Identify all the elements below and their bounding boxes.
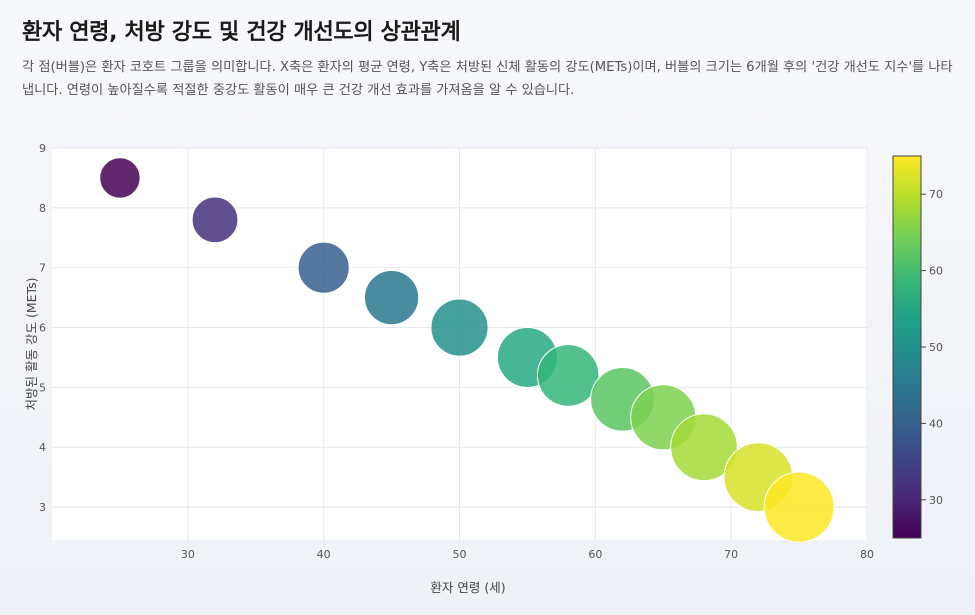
x-tick-label: 60 — [588, 548, 602, 561]
y-tick-label: 7 — [39, 262, 46, 275]
bubble-point — [191, 196, 239, 244]
y-tick-label: 4 — [39, 441, 46, 454]
colorbar-tick-label: 40 — [929, 417, 943, 430]
x-tick-label: 30 — [181, 548, 195, 561]
colorbar-tick-label: 50 — [929, 341, 943, 354]
bubble-point — [430, 298, 489, 357]
x-tick-label: 50 — [453, 548, 467, 561]
x-axis-title: 환자 연령 (세) — [430, 580, 505, 595]
y-tick-label: 6 — [39, 322, 46, 335]
y-tick-label: 5 — [39, 381, 46, 394]
y-tick-label: 8 — [39, 202, 46, 215]
bubble-point — [297, 241, 350, 294]
x-tick-label: 70 — [724, 548, 738, 561]
x-tick-label: 40 — [317, 548, 331, 561]
y-axis-ticks: 3 4 5 6 7 8 9 — [39, 142, 46, 514]
chart-title: 환자 연령, 처방 강도 및 건강 개선도의 상관관계 — [22, 20, 461, 45]
bubble-series — [99, 157, 835, 543]
y-tick-label: 9 — [39, 142, 46, 155]
colorbar — [892, 155, 922, 539]
bubble-point — [99, 157, 141, 199]
bubble-point — [536, 344, 600, 407]
bubble-point — [670, 413, 738, 482]
bubble-point — [763, 471, 835, 543]
colorbar-tick-label: 30 — [929, 494, 943, 507]
y-axis-title: 처방된 활동 강도 (METs) — [24, 278, 39, 411]
y-tick-label: 3 — [39, 501, 46, 514]
colorbar-tick-label: 60 — [929, 265, 943, 278]
grid-lines — [52, 147, 868, 540]
x-tick-label: 80 — [860, 548, 874, 561]
chart-description: 각 점(버블)은 환자 코호트 그룹을 의미합니다. X축은 환자의 평균 연령… — [22, 60, 953, 98]
colorbar-ticks: 30 40 50 60 70 — [921, 188, 943, 507]
colorbar-tick-label: 70 — [929, 188, 943, 201]
x-axis-ticks: 30 40 50 60 70 80 — [181, 548, 874, 561]
bubble-point — [363, 270, 420, 326]
